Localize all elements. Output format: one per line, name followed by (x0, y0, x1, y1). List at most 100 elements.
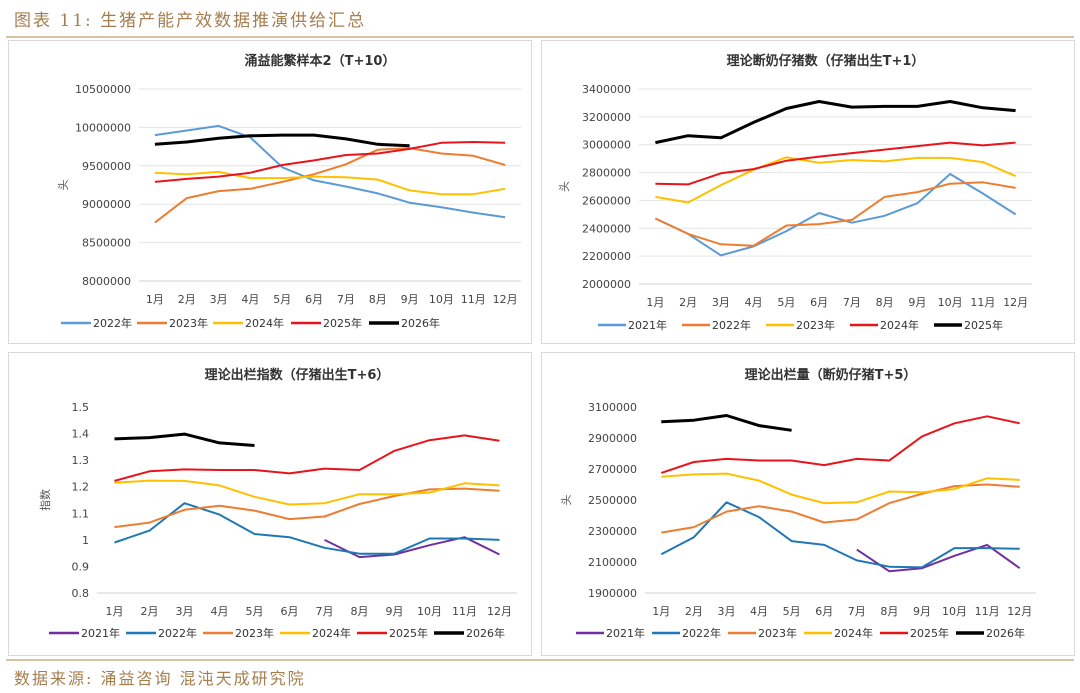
legend-label: 2022年 (158, 626, 197, 640)
series-line-2021年 (324, 536, 500, 559)
y-tick-label: 2000000 (582, 278, 631, 291)
x-tick-label: 10月 (942, 605, 967, 618)
y-tick-label: 3400000 (582, 83, 631, 96)
chart-svg: 理论出栏指数（仔猪出生T+6） 0.8 0.9 1 1.1 1.2 1.3 1.4 1.5 1月 2… (38, 367, 517, 640)
x-tick-label: 9月 (908, 296, 926, 309)
series-line-2026年 (154, 133, 410, 148)
x-tick-label: 8月 (351, 605, 369, 618)
series-line-2024年 (114, 479, 500, 506)
x-tick-label: 3月 (717, 605, 735, 618)
series-line-2024年 (655, 141, 1016, 186)
legend-label: 2023年 (169, 316, 208, 330)
x-tick-label: 4月 (750, 605, 768, 618)
legend-label: 2024年 (880, 318, 919, 332)
chart-panel-slaughter-volume: 理论出栏量（断奶仔猪T+5） 1900000 2100000 2300000 25000… (541, 352, 1075, 656)
x-tick-label: 9月 (386, 605, 404, 618)
y-tick-label: 1.2 (72, 481, 90, 494)
x-tick-label: 7月 (316, 605, 334, 618)
series-line-2023年 (154, 147, 506, 224)
y-tick-label: 10500000 (75, 83, 131, 96)
series-line-2025年 (660, 415, 1020, 474)
y-tick-label: 3100000 (588, 401, 637, 414)
legend-label: 2025年 (389, 626, 428, 640)
y-axis-label: 头 (560, 495, 573, 506)
y-tick-label: 8500000 (82, 237, 131, 250)
legend-label: 2026年 (401, 316, 440, 330)
y-tick-label: 2400000 (582, 222, 631, 235)
chart-title: 理论出栏指数（仔猪出生T+6） (205, 367, 390, 383)
chart-svg: 涌益能繁样本2（T+10） 8000000 8500000 9000000 950000… (57, 53, 521, 330)
y-tick-label: 2100000 (588, 556, 637, 569)
series-line-2026年 (114, 432, 255, 447)
chart-panel-weaned-piglets: 理论断奶仔猪数（仔猪出生T+1） 2000000 2200000 2400000 260… (541, 40, 1075, 344)
y-tick-label: 1 (82, 534, 89, 547)
legend-label: 2022年 (93, 316, 132, 330)
x-tick-label: 2月 (685, 605, 703, 618)
y-tick-label: 0.8 (72, 587, 90, 600)
y-tick-label: 9500000 (82, 160, 131, 173)
x-tick-label: 1月 (146, 293, 164, 306)
legend-label: 2024年 (245, 316, 284, 330)
x-tick-label: 4月 (745, 296, 763, 309)
series-line-2022年 (154, 124, 506, 219)
legend-label: 2021年 (628, 318, 667, 332)
chart-svg: 理论断奶仔猪数（仔猪出生T+1） 2000000 2200000 2400000 260… (558, 53, 1032, 332)
y-tick-label: 2500000 (588, 494, 637, 507)
x-tick-label: 9月 (401, 293, 419, 306)
legend-label: 2024年 (834, 626, 873, 640)
x-tick-label: 11月 (975, 605, 1000, 618)
x-tick-label: 4月 (211, 605, 229, 618)
series-line-2024年 (661, 472, 1020, 505)
x-tick-label: 10月 (417, 605, 442, 618)
x-tick-label: 12月 (493, 293, 518, 306)
chart-title: 涌益能繁样本2（T+10） (245, 53, 396, 69)
series-line-2024年 (154, 170, 506, 196)
y-tick-label: 2300000 (588, 525, 637, 538)
legend-label: 2023年 (796, 318, 835, 332)
series-line-2022年 (654, 181, 1016, 247)
series-line-2023年 (655, 156, 1016, 204)
legend-label: 2021年 (81, 626, 120, 640)
y-tick-label: 8000000 (82, 275, 131, 288)
y-tick-label: 10000000 (75, 121, 131, 134)
y-tick-label: 2900000 (588, 432, 637, 445)
chart-svg: 理论出栏量（断奶仔猪T+5） 1900000 2100000 2300000 25000… (560, 367, 1036, 640)
series-line-2022年 (114, 502, 500, 555)
x-tick-label: 2月 (141, 605, 159, 618)
x-tick-label: 12月 (1003, 296, 1028, 309)
x-tick-label: 12月 (487, 605, 512, 618)
chart-title: 理论出栏量（断奶仔猪T+5） (745, 367, 917, 383)
x-tick-label: 3月 (712, 296, 730, 309)
legend-label: 2024年 (312, 626, 351, 640)
series-line-2021年 (654, 173, 1017, 257)
series-line-2025年 (655, 100, 1016, 145)
x-tick-label: 8月 (880, 605, 898, 618)
y-axis-label: 指数 (38, 489, 52, 511)
x-tick-label: 7月 (337, 293, 355, 306)
series-line-2023年 (661, 483, 1020, 534)
series-line-2023年 (114, 487, 500, 529)
chart-title: 理论断奶仔猪数（仔猪出生T+1） (727, 53, 925, 69)
x-tick-label: 10月 (429, 293, 454, 306)
x-tick-label: 5月 (783, 605, 801, 618)
legend-label: 2025年 (964, 318, 1003, 332)
figure-title: 图表 11: 生猪产能产效数据推演供给汇总 (14, 11, 367, 31)
y-tick-label: 2700000 (588, 463, 637, 476)
y-tick-label: 1.4 (72, 428, 90, 441)
x-tick-label: 5月 (246, 605, 264, 618)
legend-label: 2025年 (323, 316, 362, 330)
y-tick-label: 1.1 (72, 507, 90, 520)
x-tick-label: 6月 (810, 296, 828, 309)
legend-label: 2025年 (910, 626, 949, 640)
y-tick-label: 1.5 (72, 401, 90, 414)
y-tick-label: 3200000 (582, 111, 631, 124)
x-tick-label: 11月 (452, 605, 477, 618)
y-axis-label: 头 (57, 180, 70, 191)
x-tick-label: 11月 (461, 293, 486, 306)
bottom-divider (6, 659, 1074, 661)
legend-label: 2023年 (235, 626, 274, 640)
y-tick-label: 1900000 (588, 587, 637, 600)
y-tick-label: 2600000 (582, 194, 631, 207)
x-tick-label: 1月 (652, 605, 670, 618)
x-tick-label: 12月 (1007, 605, 1032, 618)
